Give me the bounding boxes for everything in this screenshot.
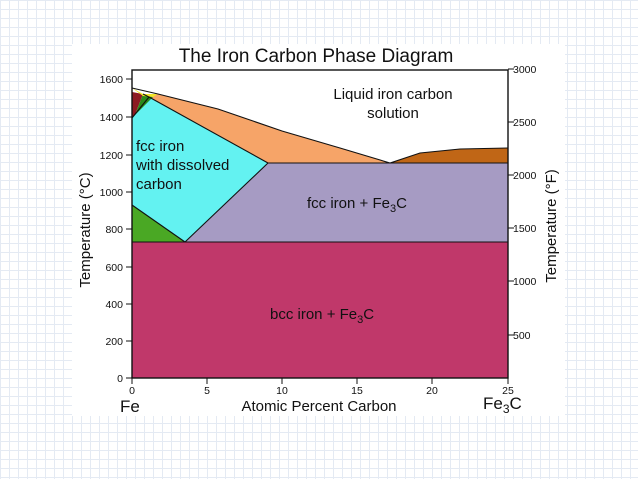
liquidus-line	[131, 87, 509, 164]
left-tick-label: 200	[105, 336, 123, 348]
fcc-label-line3: carbon	[136, 176, 182, 193]
fcc-fe3c-label-tail: C	[396, 195, 407, 212]
x-tick-label: 20	[426, 385, 438, 397]
fcc-fe3c-label-main: fcc iron + Fe	[307, 195, 390, 212]
right-tick-label: 2000	[513, 170, 537, 182]
a3-line	[131, 204, 186, 243]
right-tick-label: 1500	[513, 223, 537, 235]
right-tick-label: 2500	[513, 117, 537, 129]
bcc-fe3c-label: bcc iron + Fe3C	[270, 306, 374, 326]
left-tick-label: 1000	[100, 187, 124, 199]
region-austenite	[132, 97, 268, 242]
x-tick-label: 25	[502, 385, 514, 397]
solidus-line	[148, 96, 269, 164]
region-liquid-austenite	[149, 94, 390, 163]
left-tick-label: 0	[117, 373, 123, 385]
x-axis-title: Atomic Percent Carbon	[241, 398, 396, 415]
left-tick-label: 600	[105, 262, 123, 274]
left-tick-label: 400	[105, 299, 123, 311]
x-tick-label: 5	[204, 385, 210, 397]
delta-lines	[131, 93, 150, 119]
x-tick-label: 0	[129, 385, 135, 397]
right-tick-labels: 500 1000 1500 2000 2500 3000	[513, 64, 537, 342]
region-delta-liquid	[132, 88, 158, 97]
left-tick-label: 1600	[100, 74, 124, 86]
x-axis-ticks	[131, 378, 509, 384]
bcc-fe3c-label-sub: 3	[357, 314, 363, 326]
bcc-fe3c-label-main: bcc iron + Fe	[270, 306, 357, 323]
fcc-fe3c-label-sub: 3	[390, 203, 396, 215]
phase-boundaries	[131, 87, 509, 243]
right-axis-ticks	[508, 68, 514, 336]
fe3c-end-label: Fe3C	[483, 394, 522, 416]
acm-line	[184, 162, 269, 243]
region-delta-ferrite	[132, 92, 143, 118]
fcc-label-line1: fcc iron	[136, 138, 184, 155]
fcc-fe3c-label: fcc iron + Fe3C	[307, 195, 407, 215]
x-tick-labels: 0 5 10 15 20 25	[129, 385, 514, 397]
x-tick-label: 15	[351, 385, 363, 397]
y-axis-left-title: Temperature (°C)	[77, 172, 94, 287]
fe-label: Fe	[120, 397, 140, 416]
bcc-fe3c-label-tail: C	[363, 306, 374, 323]
right-tick-label: 3000	[513, 64, 537, 76]
region-fcc-fe3c	[185, 163, 508, 242]
left-tick-label: 1200	[100, 150, 124, 162]
y-axis-right-title: Temperature (°F)	[543, 169, 560, 283]
region-delta-austenite	[135, 94, 153, 115]
liquid-label-line1: Liquid iron carbon	[333, 86, 452, 103]
left-tick-label: 1400	[100, 112, 124, 124]
left-axis-ticks	[126, 78, 132, 379]
liquid-label-line2: solution	[367, 105, 419, 122]
region-bcc-fe3c	[132, 242, 508, 378]
fcc-label-line2: with dissolved	[135, 157, 229, 174]
fe3c-end-label-sub: 3	[503, 402, 510, 416]
left-tick-labels: 0 200 400 600 800 1000 1200 1400 1600	[100, 74, 124, 385]
left-tick-label: 800	[105, 224, 123, 236]
plot-frame	[131, 69, 509, 379]
diagram-title: The Iron Carbon Phase Diagram	[179, 46, 454, 67]
fe3c-end-label-main: Fe	[483, 394, 503, 413]
region-liquid-cementite	[390, 148, 508, 163]
right-tick-label: 1000	[513, 276, 537, 288]
right-tick-label: 500	[513, 330, 531, 342]
fe3c-end-label-tail: C	[510, 394, 522, 413]
x-tick-label: 10	[276, 385, 288, 397]
